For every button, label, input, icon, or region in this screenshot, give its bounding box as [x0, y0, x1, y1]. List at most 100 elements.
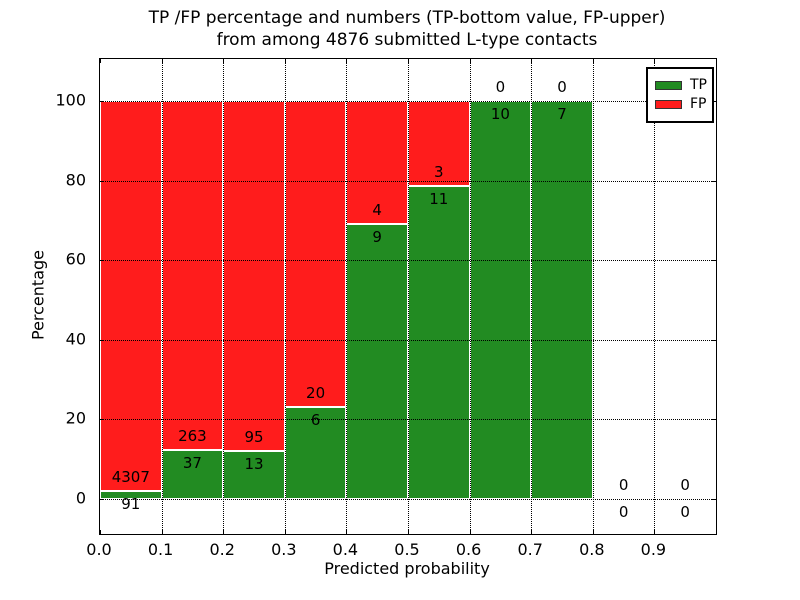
y-tick-label: 80 — [65, 170, 86, 190]
x-tick-mark — [161, 530, 163, 534]
x-tick-mark — [592, 59, 594, 63]
bar-tp-segment — [284, 407, 347, 499]
y-tick-mark — [712, 101, 716, 103]
chart-title-line2: from among 4876 submitted L-type contact… — [216, 30, 598, 50]
tp-color-swatch-icon — [655, 81, 682, 90]
y-tick-mark — [100, 101, 104, 103]
x-tick-label: 0.2 — [209, 540, 235, 559]
x-tick-mark — [531, 530, 533, 534]
legend-item-fp: FP — [655, 96, 712, 113]
x-tick-mark — [284, 530, 286, 534]
y-tick-mark — [712, 339, 716, 341]
y-tick-label: 0 — [75, 488, 86, 508]
fp-count-label: 263 — [178, 426, 207, 445]
tp-count-label: 91 — [121, 494, 141, 513]
y-tick-mark — [100, 419, 104, 421]
fp-count-label: 95 — [244, 428, 264, 447]
bar-tp-segment — [161, 449, 224, 499]
chart-title: TP /FP percentage and numbers (TP-bottom… — [99, 7, 715, 51]
gridline-vertical — [469, 59, 471, 534]
gridline-vertical — [408, 59, 409, 534]
bar-fp-segment — [100, 101, 162, 491]
gridline-vertical — [531, 59, 533, 534]
x-tick-mark — [469, 59, 471, 63]
gridline-vertical — [223, 59, 225, 534]
x-tick-mark — [408, 530, 409, 534]
bar-tp-segment — [469, 101, 532, 499]
tp-count-label: 9 — [372, 227, 382, 246]
fp-count-label: 4 — [372, 200, 382, 219]
gridline-vertical — [592, 59, 594, 534]
x-tick-label: 0.3 — [271, 540, 297, 559]
x-tick-label: 0.5 — [394, 540, 420, 559]
tp-count-label: 13 — [244, 455, 264, 474]
x-tick-mark — [654, 530, 656, 534]
y-tick-label: 40 — [65, 329, 86, 349]
bar-tp-segment — [531, 101, 593, 499]
y-tick-mark — [712, 498, 716, 500]
legend: TP FP — [646, 67, 714, 123]
tp-count-label: 7 — [557, 105, 567, 124]
x-tick-label: 0.7 — [517, 540, 543, 559]
fp-count-label: 0 — [557, 78, 567, 97]
bar-fp-segment — [223, 101, 285, 452]
y-tick-mark — [100, 498, 104, 500]
y-tick-label: 60 — [65, 249, 86, 269]
x-tick-label: 0.4 — [332, 540, 359, 559]
fp-count-label: 0 — [495, 78, 506, 97]
y-tick-mark — [100, 339, 104, 341]
x-tick-mark — [100, 530, 101, 534]
x-tick-label: 0.8 — [579, 540, 605, 559]
x-tick-mark — [223, 530, 225, 534]
legend-label-fp: FP — [690, 96, 707, 112]
gridline-vertical — [161, 59, 163, 534]
tp-count-label: 6 — [310, 411, 321, 430]
bar-tp-segment — [408, 186, 470, 499]
y-tick-mark — [712, 260, 716, 262]
y-tick-mark — [100, 260, 104, 262]
y-tick-label: 20 — [65, 408, 86, 428]
tp-count-label: 11 — [429, 190, 449, 209]
x-tick-mark — [469, 530, 471, 534]
fp-count-label: 4307 — [111, 467, 150, 486]
bar-fp-segment — [161, 101, 224, 450]
x-tick-mark — [100, 59, 101, 63]
x-axis-label: Predicted probability — [324, 559, 490, 578]
x-tick-mark — [408, 59, 409, 63]
bar-tp-segment — [100, 490, 162, 499]
y-tick-mark — [712, 180, 716, 182]
fp-color-swatch-icon — [655, 100, 682, 109]
fp-count-label: 0 — [618, 475, 629, 494]
legend-label-tp: TP — [690, 77, 707, 93]
x-tick-mark — [592, 530, 594, 534]
gridline-vertical — [654, 59, 656, 534]
fp-count-label: 20 — [306, 384, 326, 403]
gridline-vertical — [346, 59, 348, 534]
y-tick-mark — [100, 180, 104, 182]
x-tick-mark — [223, 59, 225, 63]
x-tick-label: 0.0 — [86, 540, 112, 559]
tp-count-label: 37 — [182, 453, 202, 472]
x-tick-label: 0.1 — [147, 540, 174, 559]
x-tick-mark — [346, 530, 348, 534]
y-tick-mark — [712, 419, 716, 421]
x-tick-mark — [161, 59, 163, 63]
y-tick-label: 100 — [55, 90, 86, 110]
x-tick-mark — [531, 59, 533, 63]
chart-title-line1: TP /FP percentage and numbers (TP-bottom… — [148, 8, 666, 28]
fp-count-label: 0 — [680, 475, 690, 494]
tp-count-label: 10 — [490, 105, 510, 124]
y-axis-label: Percentage — [28, 249, 48, 341]
tp-count-label: 0 — [680, 502, 690, 521]
x-tick-mark — [284, 59, 286, 63]
plot-area: TP FP 4307 91 263 37 95 13 20 6 4 9 3 11 0 10 0 7 0 0 0 0 — [99, 58, 717, 535]
x-tick-mark — [346, 59, 348, 63]
legend-item-tp: TP — [655, 77, 712, 94]
bar-fp-segment — [346, 101, 408, 224]
gridline-vertical — [284, 59, 286, 534]
tp-count-label: 0 — [618, 502, 629, 521]
x-tick-mark — [654, 59, 656, 63]
x-tick-label: 0.9 — [640, 540, 667, 559]
bar-fp-segment — [284, 101, 347, 408]
